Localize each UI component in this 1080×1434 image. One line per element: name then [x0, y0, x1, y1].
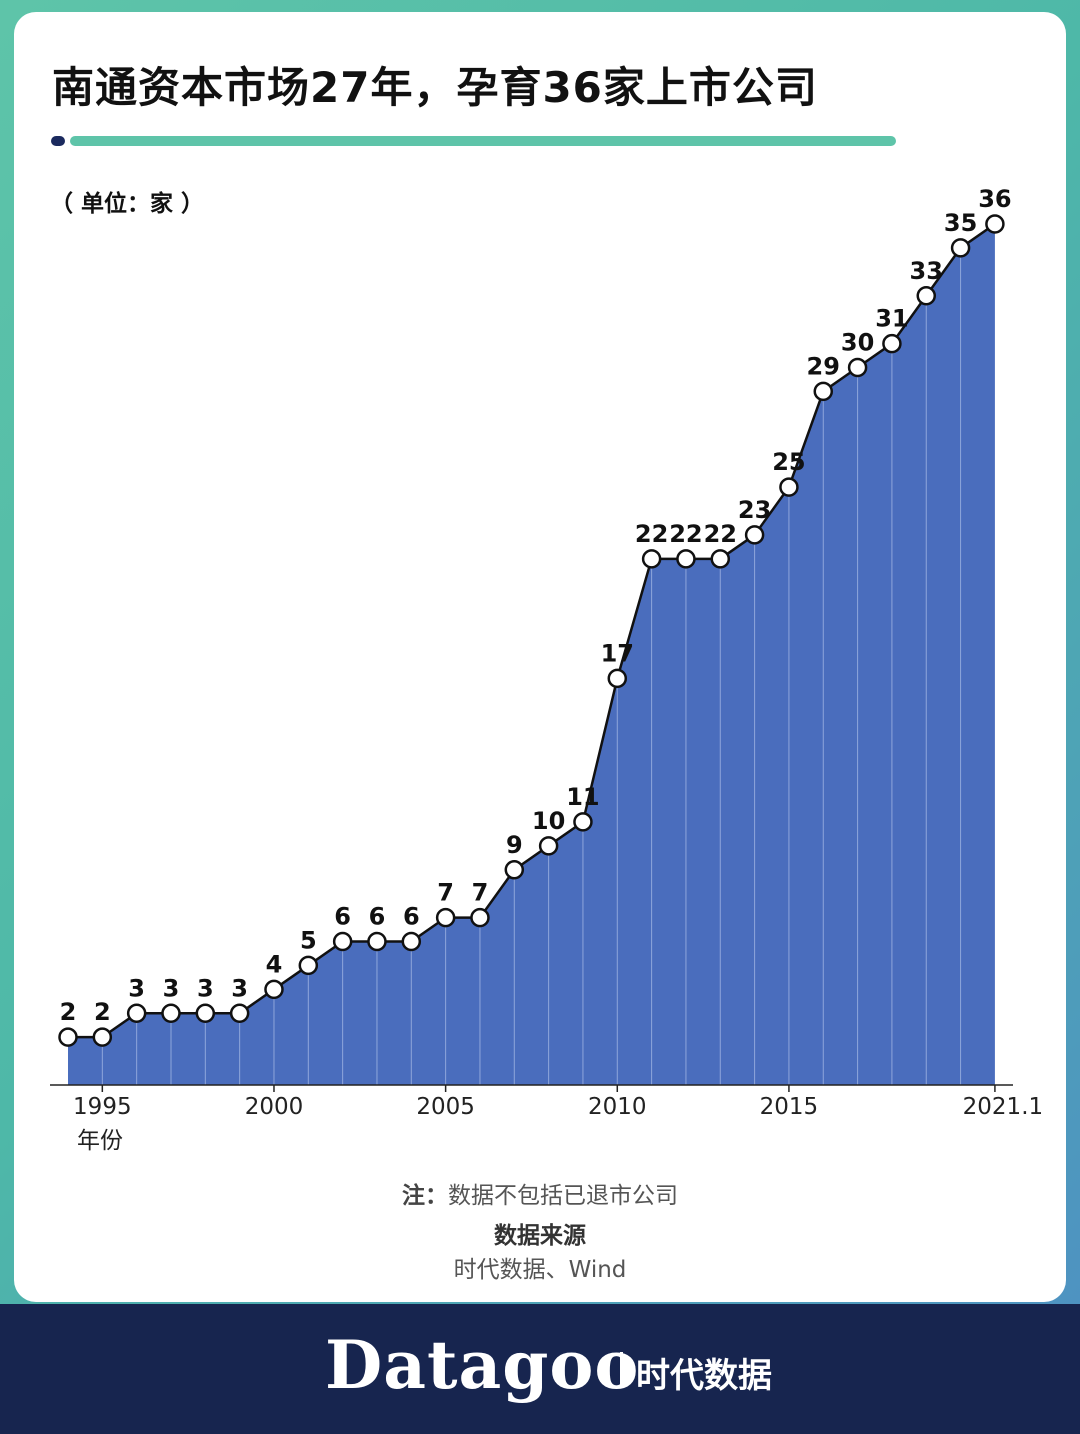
- data-label: 31: [875, 305, 908, 333]
- data-point: [573, 812, 593, 832]
- x-axis-title: 年份: [77, 1128, 123, 1154]
- source-text: 时代数据、Wind: [453, 1257, 627, 1283]
- title-underline-bar: [70, 136, 896, 146]
- data-point: [676, 549, 696, 569]
- data-point: [813, 381, 834, 402]
- data-point: [882, 333, 902, 354]
- data-label: 4: [266, 950, 283, 978]
- note-line: 注：数据不包括已退市公司: [14, 1176, 1066, 1210]
- data-label: 25: [772, 448, 805, 476]
- series-line: [68, 222, 996, 1039]
- data-point: [985, 214, 1005, 234]
- data-label: 22: [704, 520, 737, 548]
- data-label: 6: [334, 903, 351, 931]
- x-tick-label: 2005: [416, 1094, 475, 1120]
- brand-chinese-name: 时代数据: [636, 1356, 772, 1396]
- x-tick-label: 2000: [245, 1094, 304, 1120]
- data-label: 7: [472, 879, 489, 907]
- chart-title: 南通资本市场27年，孕育36家上市公司: [52, 63, 818, 112]
- note-text: 数据不包括已退市公司: [448, 1183, 678, 1209]
- note-prefix: 注：: [402, 1183, 448, 1209]
- data-point: [607, 668, 628, 689]
- data-point: [435, 907, 456, 928]
- x-tick-label: 2015: [760, 1094, 819, 1120]
- area-fill: [68, 224, 995, 1085]
- brand-divider: [620, 1352, 623, 1388]
- data-point: [641, 549, 662, 569]
- source-title: 数据来源: [494, 1223, 586, 1249]
- brand-logo-text: Datagoo: [325, 1326, 640, 1404]
- data-label: 23: [738, 496, 771, 524]
- x-tick-label: 2021.1: [963, 1094, 1043, 1120]
- data-point: [126, 1003, 147, 1023]
- data-label: 3: [197, 974, 214, 1002]
- data-point: [950, 238, 971, 258]
- data-label: 22: [635, 520, 668, 548]
- data-point: [229, 1003, 250, 1023]
- data-point: [264, 979, 284, 1000]
- data-point: [470, 907, 490, 928]
- data-label: 5: [300, 926, 317, 954]
- x-tick-label: 2010: [588, 1094, 647, 1120]
- data-point: [92, 1027, 113, 1047]
- x-tick-label: 1995: [73, 1094, 132, 1120]
- data-point: [332, 931, 353, 952]
- data-label: 30: [841, 329, 874, 357]
- data-label: 22: [669, 520, 702, 548]
- data-point: [195, 1003, 216, 1023]
- data-label: 3: [163, 974, 180, 1002]
- data-label: 7: [437, 879, 454, 907]
- data-label: 9: [506, 831, 523, 859]
- data-point: [367, 931, 387, 952]
- data-label: 33: [910, 257, 943, 285]
- data-label: 6: [369, 903, 386, 931]
- data-point: [401, 931, 422, 952]
- data-point: [504, 860, 525, 880]
- data-point: [58, 1027, 78, 1047]
- data-point: [847, 357, 868, 378]
- data-point: [161, 1003, 181, 1023]
- data-label: 35: [944, 209, 977, 237]
- data-label: 17: [601, 639, 634, 667]
- data-label: 2: [94, 998, 111, 1026]
- data-point: [916, 286, 936, 306]
- data-label: 3: [231, 974, 248, 1002]
- title-underline-dot: [51, 136, 65, 146]
- data-point: [744, 525, 765, 545]
- unit-label: （ 单位：家 ）: [50, 191, 205, 217]
- data-label: 6: [403, 903, 420, 931]
- data-point: [538, 836, 559, 856]
- data-label: 3: [128, 974, 145, 1002]
- data-label: 36: [978, 185, 1011, 213]
- data-label: 10: [532, 807, 565, 835]
- data-point: [710, 549, 731, 569]
- data-point: [298, 955, 319, 976]
- data-label: 11: [566, 783, 599, 811]
- data-label: 2: [60, 998, 77, 1026]
- data-point: [779, 477, 799, 497]
- data-label: 29: [807, 352, 840, 380]
- footer-banner: Datagoo 时代数据: [0, 1304, 1080, 1434]
